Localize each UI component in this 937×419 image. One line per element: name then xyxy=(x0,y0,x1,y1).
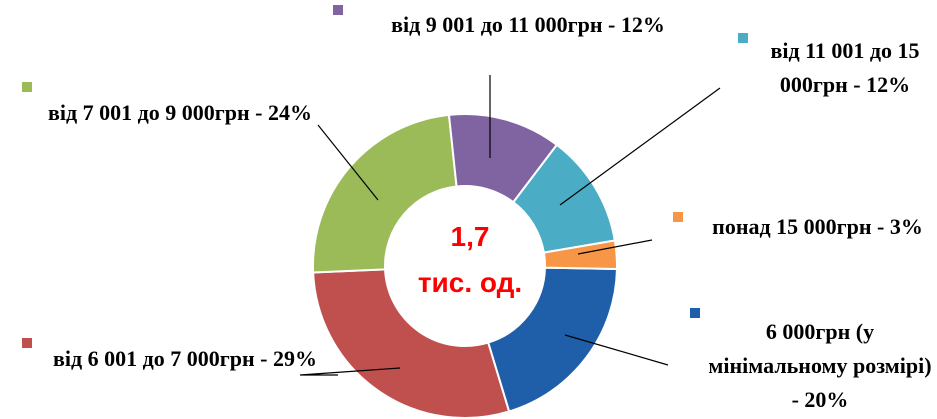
data-label: від 9 001 до 11 000грн - 12% xyxy=(391,12,665,37)
center-line: тис. од. xyxy=(417,267,523,298)
leader-line xyxy=(559,87,721,206)
data-label: понад 15 000грн - 3% xyxy=(712,214,923,239)
legend-marker xyxy=(333,5,343,15)
leader-line xyxy=(317,124,379,201)
legend-marker xyxy=(738,33,748,43)
data-label: від 7 001 до 9 000грн - 24% xyxy=(48,100,312,125)
donut-slice xyxy=(312,113,458,274)
legend-marker xyxy=(22,82,32,92)
leader-line xyxy=(577,239,653,255)
legend-marker xyxy=(22,338,32,348)
donut-slice xyxy=(312,268,511,419)
leader-line xyxy=(299,367,401,376)
leader-line xyxy=(564,334,669,366)
data-label: 6 000грн (у мінімальному розмірі) - 20% xyxy=(708,319,932,412)
donut-slice xyxy=(486,266,618,413)
center-line: 1,7 xyxy=(450,221,490,252)
data-label: від 6 001 до 7 000грн - 29% xyxy=(53,346,317,371)
donut-slice xyxy=(542,239,618,271)
legend-marker xyxy=(673,212,683,222)
center-text: 1,7 тис. од. xyxy=(405,214,535,306)
data-label: від 11 001 до 15 000грн - 12% xyxy=(770,38,920,97)
legend-marker xyxy=(690,308,700,318)
